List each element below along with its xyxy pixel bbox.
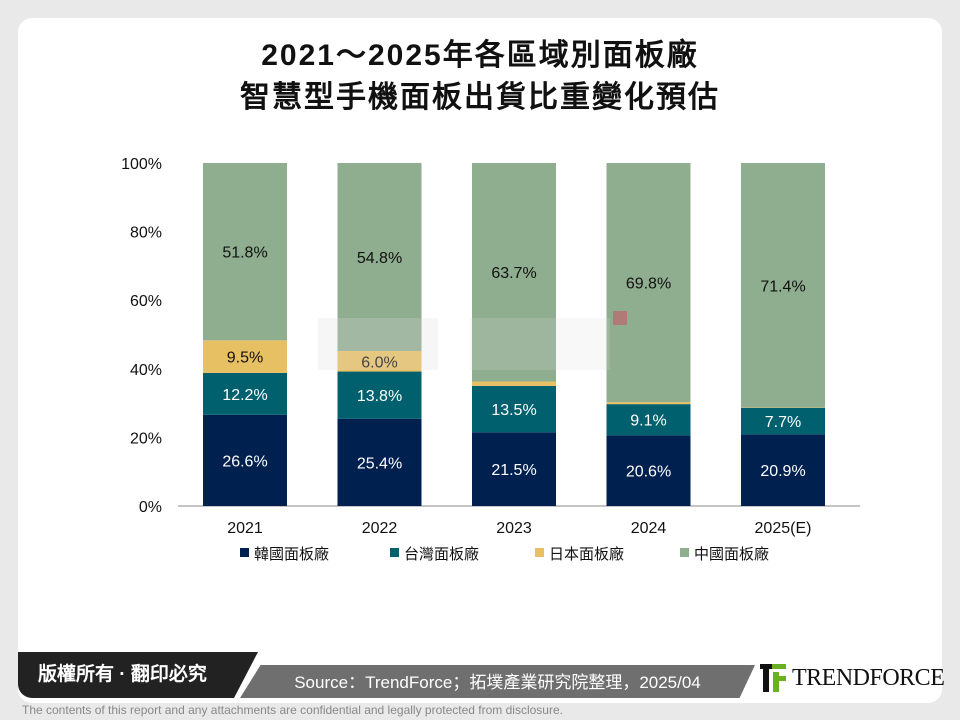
data-label: 9.1% (630, 413, 666, 430)
data-label: 54.8% (357, 250, 402, 267)
bar-segment (203, 414, 287, 506)
legend-swatch (390, 548, 399, 557)
chart-title-line1: 2021～2025年各區域別面板廠 (261, 39, 699, 72)
data-label: 13.5% (491, 402, 536, 419)
bar-segment (337, 371, 422, 419)
data-label: 69.8% (626, 276, 671, 293)
data-label: 21.5% (491, 462, 536, 479)
watermark-logo-tri (470, 318, 610, 370)
data-label: 25.4% (357, 455, 402, 472)
y-tick-label: 100% (121, 156, 162, 173)
legend-swatch (240, 548, 249, 557)
bar-segment (472, 385, 556, 433)
legend-swatch (535, 548, 544, 557)
bar-segment (203, 163, 287, 341)
x-tick-label: 2022 (362, 520, 398, 537)
x-tick-label: 2023 (496, 520, 532, 537)
chart-title-line2: 智慧型手機面板出貨比重變化預估 (240, 81, 720, 114)
copyright-label: 版權所有 · 翻印必究 (18, 652, 258, 698)
data-label: 7.7% (765, 414, 801, 431)
data-label: 20.6% (626, 464, 671, 481)
data-label: 51.8% (222, 245, 267, 262)
bar-segment (472, 381, 556, 386)
y-tick-label: 60% (130, 293, 162, 310)
bar-segment (741, 407, 825, 435)
data-label: 71.4% (760, 278, 805, 295)
y-tick-label: 80% (130, 225, 162, 242)
bar-segment (337, 418, 422, 506)
watermark-logo (318, 318, 438, 370)
data-label: 20.9% (760, 463, 805, 480)
bar-segment (606, 163, 691, 403)
x-tick-label: 2021 (227, 520, 263, 537)
data-label: 12.2% (222, 387, 267, 404)
data-label: 13.8% (357, 388, 402, 405)
legend-swatch (680, 548, 689, 557)
trendforce-logo: TRENDFORCE (760, 664, 945, 692)
bar-segment (606, 404, 691, 436)
bar-segment (472, 163, 556, 382)
data-label: 63.7% (491, 265, 536, 282)
bar-segment (337, 350, 422, 372)
logo-text: TRENDFORCE (792, 664, 945, 691)
x-tick-label: 2025(E) (755, 520, 812, 537)
bar-segment (472, 432, 556, 506)
y-tick-label: 40% (130, 362, 162, 379)
bar-segment (203, 372, 287, 415)
watermark-mark (613, 311, 627, 325)
x-tick-label: 2024 (631, 520, 667, 537)
data-label: 26.6% (222, 453, 267, 470)
legend-label: 韓國面板廠 (254, 545, 329, 563)
bar-segment (606, 402, 691, 405)
source-label: Source：TrendForce；拓墣產業研究院整理，2025/04 (240, 665, 755, 698)
data-label: 9.5% (227, 350, 263, 367)
trendforce-logo-icon (760, 664, 786, 692)
stacked-bar-chart: 0% 20% 40% 60% 80% 100% 26.6% 12.2% 9.5% 51.8% 202… (121, 156, 860, 563)
bar-segment (337, 163, 422, 351)
y-tick-label: 20% (130, 430, 162, 447)
legend-label: 台灣面板廠 (404, 545, 479, 563)
bar-segment (741, 163, 825, 408)
bar-segment (741, 434, 825, 506)
y-tick-label: 0% (139, 499, 162, 516)
data-label: 6.0% (361, 354, 397, 371)
disclaimer: The contents of this report and any atta… (22, 703, 563, 717)
legend-label: 日本面板廠 (549, 545, 624, 563)
legend-label: 中國面板廠 (694, 545, 769, 563)
bar-segment (203, 340, 287, 373)
bar-segment (606, 435, 691, 506)
